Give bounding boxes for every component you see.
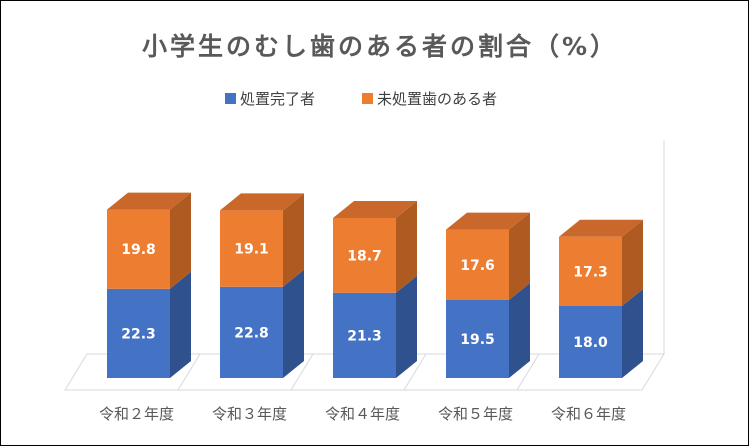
- floor-divider: [403, 353, 427, 391]
- bar-top: [107, 192, 191, 210]
- bar-front: [107, 209, 170, 289]
- bar-1-1: 19.1: [220, 193, 304, 287]
- x-tick-label-3: 令和５年度: [438, 405, 513, 423]
- bar-1-0: 19.8: [107, 192, 191, 289]
- bar-0-1: 22.8: [220, 269, 304, 378]
- floor-divider: [516, 353, 540, 391]
- bar-front: [220, 286, 283, 378]
- bar-top: [333, 201, 417, 218]
- floor-grid: [64, 140, 665, 391]
- data-label-1-3: 17.6: [460, 258, 495, 274]
- bar-0-4: 18.0: [559, 289, 643, 378]
- bar-side: [170, 271, 191, 378]
- bar-side: [283, 193, 304, 287]
- bar-front: [107, 288, 170, 378]
- bar-side: [396, 201, 417, 293]
- data-label-0-4: 18.0: [573, 335, 608, 351]
- bar-top: [220, 193, 304, 211]
- x-tick-label-0: 令和２年度: [99, 405, 174, 423]
- bar-front: [333, 218, 396, 293]
- bar-front: [446, 300, 509, 378]
- x-tick-label-4: 令和６年度: [551, 405, 626, 423]
- floor-divider: [290, 353, 314, 391]
- bar-top: [559, 219, 643, 237]
- bar-side: [622, 289, 643, 378]
- data-label-0-1: 22.8: [234, 325, 269, 341]
- data-label-1-4: 17.3: [573, 264, 608, 280]
- legend-label-series-0: 処置完了者: [240, 90, 315, 108]
- x-tick-label-2: 令和４年度: [325, 405, 400, 423]
- bar-0-3: 19.5: [446, 283, 530, 378]
- bar-side: [396, 275, 417, 378]
- bar-side: [509, 212, 530, 300]
- x-tick-label-1: 令和３年度: [212, 405, 287, 423]
- bar-front: [220, 210, 283, 287]
- bar-top: [446, 212, 530, 230]
- chart-title: 小学生のむし歯のある者の割合（%）: [142, 32, 618, 61]
- legend-swatch-series-1: [362, 93, 373, 104]
- data-label-0-2: 21.3: [347, 328, 382, 344]
- bar-side: [622, 219, 643, 306]
- bars: 22.3 19.8 22.8 19.1 21.3 18.7 19.5 17.6 18.0 17.3: [107, 192, 643, 378]
- bar-front: [559, 236, 622, 306]
- bar-1-4: 17.3: [559, 219, 643, 306]
- bar-1-2: 18.7: [333, 201, 417, 293]
- bar-side: [283, 269, 304, 378]
- x-axis-ticks: 令和２年度 令和３年度 令和４年度 令和５年度 令和６年度: [99, 405, 626, 423]
- bar-front: [446, 229, 509, 300]
- legend-swatch-series-0: [225, 93, 236, 104]
- data-label-0-0: 22.3: [121, 326, 156, 342]
- data-label-1-0: 19.8: [121, 242, 156, 258]
- bar-front: [559, 306, 622, 378]
- bar-0-0: 22.3: [107, 271, 191, 378]
- bar-side: [170, 192, 191, 289]
- data-label-1-1: 19.1: [234, 242, 269, 258]
- floor-divider: [177, 353, 201, 391]
- bar-side: [509, 283, 530, 378]
- data-label-0-3: 19.5: [460, 332, 495, 348]
- bar-front: [333, 292, 396, 378]
- bar-1-3: 17.6: [446, 212, 530, 300]
- legend: 処置完了者 未処置歯のある者: [225, 90, 497, 108]
- data-label-1-2: 18.7: [347, 248, 382, 264]
- legend-label-series-1: 未処置歯のある者: [377, 90, 497, 108]
- bar-0-2: 21.3: [333, 275, 417, 378]
